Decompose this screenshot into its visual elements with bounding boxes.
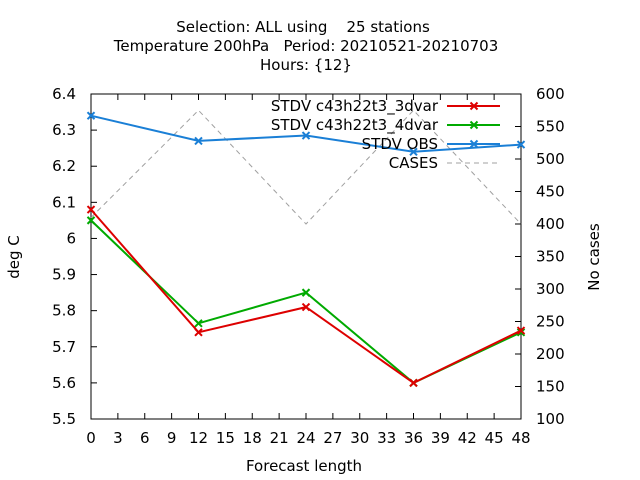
x-tick-label: 18	[243, 429, 262, 447]
y-tick-label: 5.5	[52, 410, 76, 428]
y-axis-label: deg C	[5, 235, 23, 279]
y2-axis-ticks: 100 150 200 250 300 350 400 450 500 550 600	[515, 85, 565, 428]
series-1-point	[516, 328, 526, 337]
series-1-point	[194, 319, 203, 328]
y-tick-label: 5.9	[52, 266, 76, 284]
series-0-point	[516, 326, 526, 335]
series-2-point	[516, 140, 526, 149]
x-tick-label: 36	[404, 429, 423, 447]
series-1-line	[90, 219, 522, 385]
x-axis-label: Forecast length	[246, 457, 362, 475]
y2-tick-label: 600	[536, 85, 565, 103]
y2-tick-label: 500	[536, 150, 565, 168]
series-1-point	[86, 216, 96, 225]
y-tick-label: 6.3	[52, 121, 76, 139]
series-2-point	[86, 111, 96, 120]
legend-label: STDV c43h22t3_4dvar	[271, 116, 439, 135]
y2-tick-label: 350	[536, 248, 565, 266]
legend-marker	[469, 101, 479, 111]
y2-tick-label: 100	[536, 410, 565, 428]
y-tick-label: 6.2	[52, 157, 76, 175]
x-tick-label: 21	[270, 429, 289, 447]
x-tick-label: 45	[485, 429, 504, 447]
series-2-point	[194, 136, 203, 146]
y2-tick-label: 250	[536, 313, 565, 331]
title-line-1: Selection: ALL using 25 stations	[176, 18, 430, 36]
x-tick-label: 30	[350, 429, 369, 447]
x-tick-label: 15	[216, 429, 235, 447]
x-tick-label: 12	[189, 429, 208, 447]
legend-marker	[469, 120, 479, 130]
series-2-point	[409, 147, 418, 156]
y-tick-label: 6.1	[52, 193, 76, 211]
y2-tick-label: 450	[536, 183, 565, 201]
series-0-line	[90, 208, 522, 385]
series-1-point	[301, 288, 311, 297]
series-3-line	[90, 109, 522, 225]
x-tick-label: 9	[167, 429, 177, 447]
series-0-point	[301, 302, 311, 312]
series-0-point	[86, 205, 96, 214]
x-tick-label: 48	[511, 429, 530, 447]
x-tick-label: 3	[113, 429, 123, 447]
y2-tick-label: 300	[536, 280, 565, 298]
y2-tick-label: 400	[536, 215, 565, 233]
chart-title: Selection: ALL using 25 stations Tempera…	[113, 18, 499, 74]
legend-label: CASES	[389, 154, 438, 172]
y-tick-label: 5.6	[52, 374, 76, 392]
y-tick-label: 5.7	[52, 338, 76, 356]
legend-marker	[469, 139, 479, 149]
legend-label: STDV OBS	[362, 135, 438, 153]
y2-tick-label: 150	[536, 378, 565, 396]
y2-tick-label: 200	[536, 345, 565, 363]
y-tick-label: 6.4	[52, 85, 76, 103]
x-tick-label: 24	[296, 429, 315, 447]
x-tick-label: 39	[431, 429, 450, 447]
x-tick-label: 6	[140, 429, 150, 447]
series-group	[86, 109, 526, 388]
x-tick-label: 0	[86, 429, 96, 447]
plot-frame	[90, 93, 522, 420]
series-2-point	[301, 131, 311, 140]
series-0-point	[194, 328, 203, 337]
title-line-3: Hours: {12}	[260, 56, 352, 74]
x-axis-ticks: 0 3 6 9 12 15 18 21 24 27 30 33 36 39 42 45 48	[86, 94, 531, 447]
y-tick-label: 5.8	[52, 302, 76, 320]
y-tick-label: 6	[66, 229, 76, 247]
y-axis-ticks: 5.5 5.6 5.7 5.8 5.9 6 6.1 6.2 6.3 6.4	[52, 85, 97, 428]
y2-axis-label: No cases	[585, 223, 603, 291]
series-0-point	[409, 378, 418, 388]
title-line-2: Temperature 200hPa Period: 20210521-2021…	[113, 37, 499, 55]
x-tick-label: 33	[377, 429, 396, 447]
x-tick-label: 27	[323, 429, 342, 447]
y2-tick-label: 550	[536, 118, 565, 136]
x-tick-label: 42	[458, 429, 477, 447]
legend-label: STDV c43h22t3_3dvar	[271, 97, 439, 116]
